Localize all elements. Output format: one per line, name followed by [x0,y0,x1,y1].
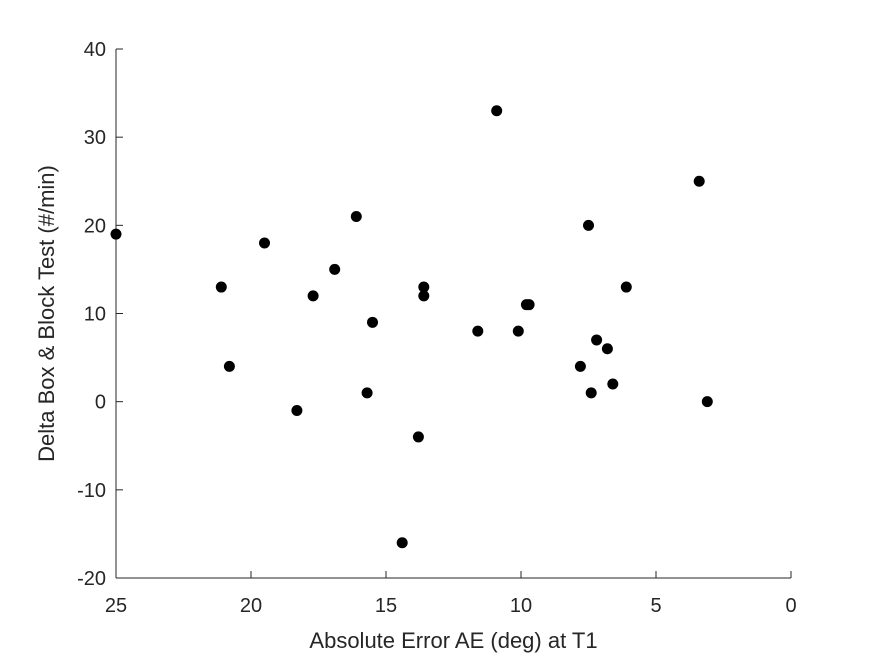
data-point [523,299,535,311]
data-point [307,290,319,302]
data-point [693,175,705,187]
data-point [574,360,586,372]
y-tick-label: 10 [84,304,106,326]
x-tick-label: 0 [785,595,796,617]
x-axis-label: Absolute Error AE (deg) at T1 [309,628,597,653]
data-point [601,343,613,355]
x-tick-label: 5 [650,595,661,617]
data-point [491,105,503,117]
data-point [412,431,424,443]
data-point [418,281,430,293]
data-point [291,404,303,416]
data-point [418,290,430,302]
x-tick-label: 20 [240,595,262,617]
y-tick-label: -20 [77,568,106,590]
data-point [607,378,619,390]
data-point [472,325,484,337]
y-ticks: 40 30 20 10 0 -10 -20 [77,39,123,590]
data-point [223,360,235,372]
x-tick-label: 15 [375,595,397,617]
x-ticks: 25 20 15 10 5 0 [105,571,797,617]
y-tick-label: 20 [84,215,106,237]
data-point [591,334,603,346]
data-points [110,105,713,549]
data-point [620,281,632,293]
x-tick-label: 25 [105,595,127,617]
data-point [701,396,713,408]
y-tick-label: 30 [84,127,106,149]
data-point [110,228,122,240]
x-tick-label: 10 [510,595,532,617]
data-point [367,316,378,328]
data-point [583,219,594,231]
y-axis-label: Delta Box & Block Test (#/min) [34,165,59,462]
y-tick-label: -10 [77,480,106,502]
axes [115,49,791,579]
y-tick-label: 0 [95,392,106,414]
data-point [259,237,270,249]
data-point [215,281,227,293]
data-point [585,387,597,399]
data-point [350,211,362,223]
data-point [512,325,524,337]
data-point [396,537,408,549]
y-tick-label: 40 [84,39,106,61]
data-point [361,387,373,399]
data-point [329,263,341,275]
